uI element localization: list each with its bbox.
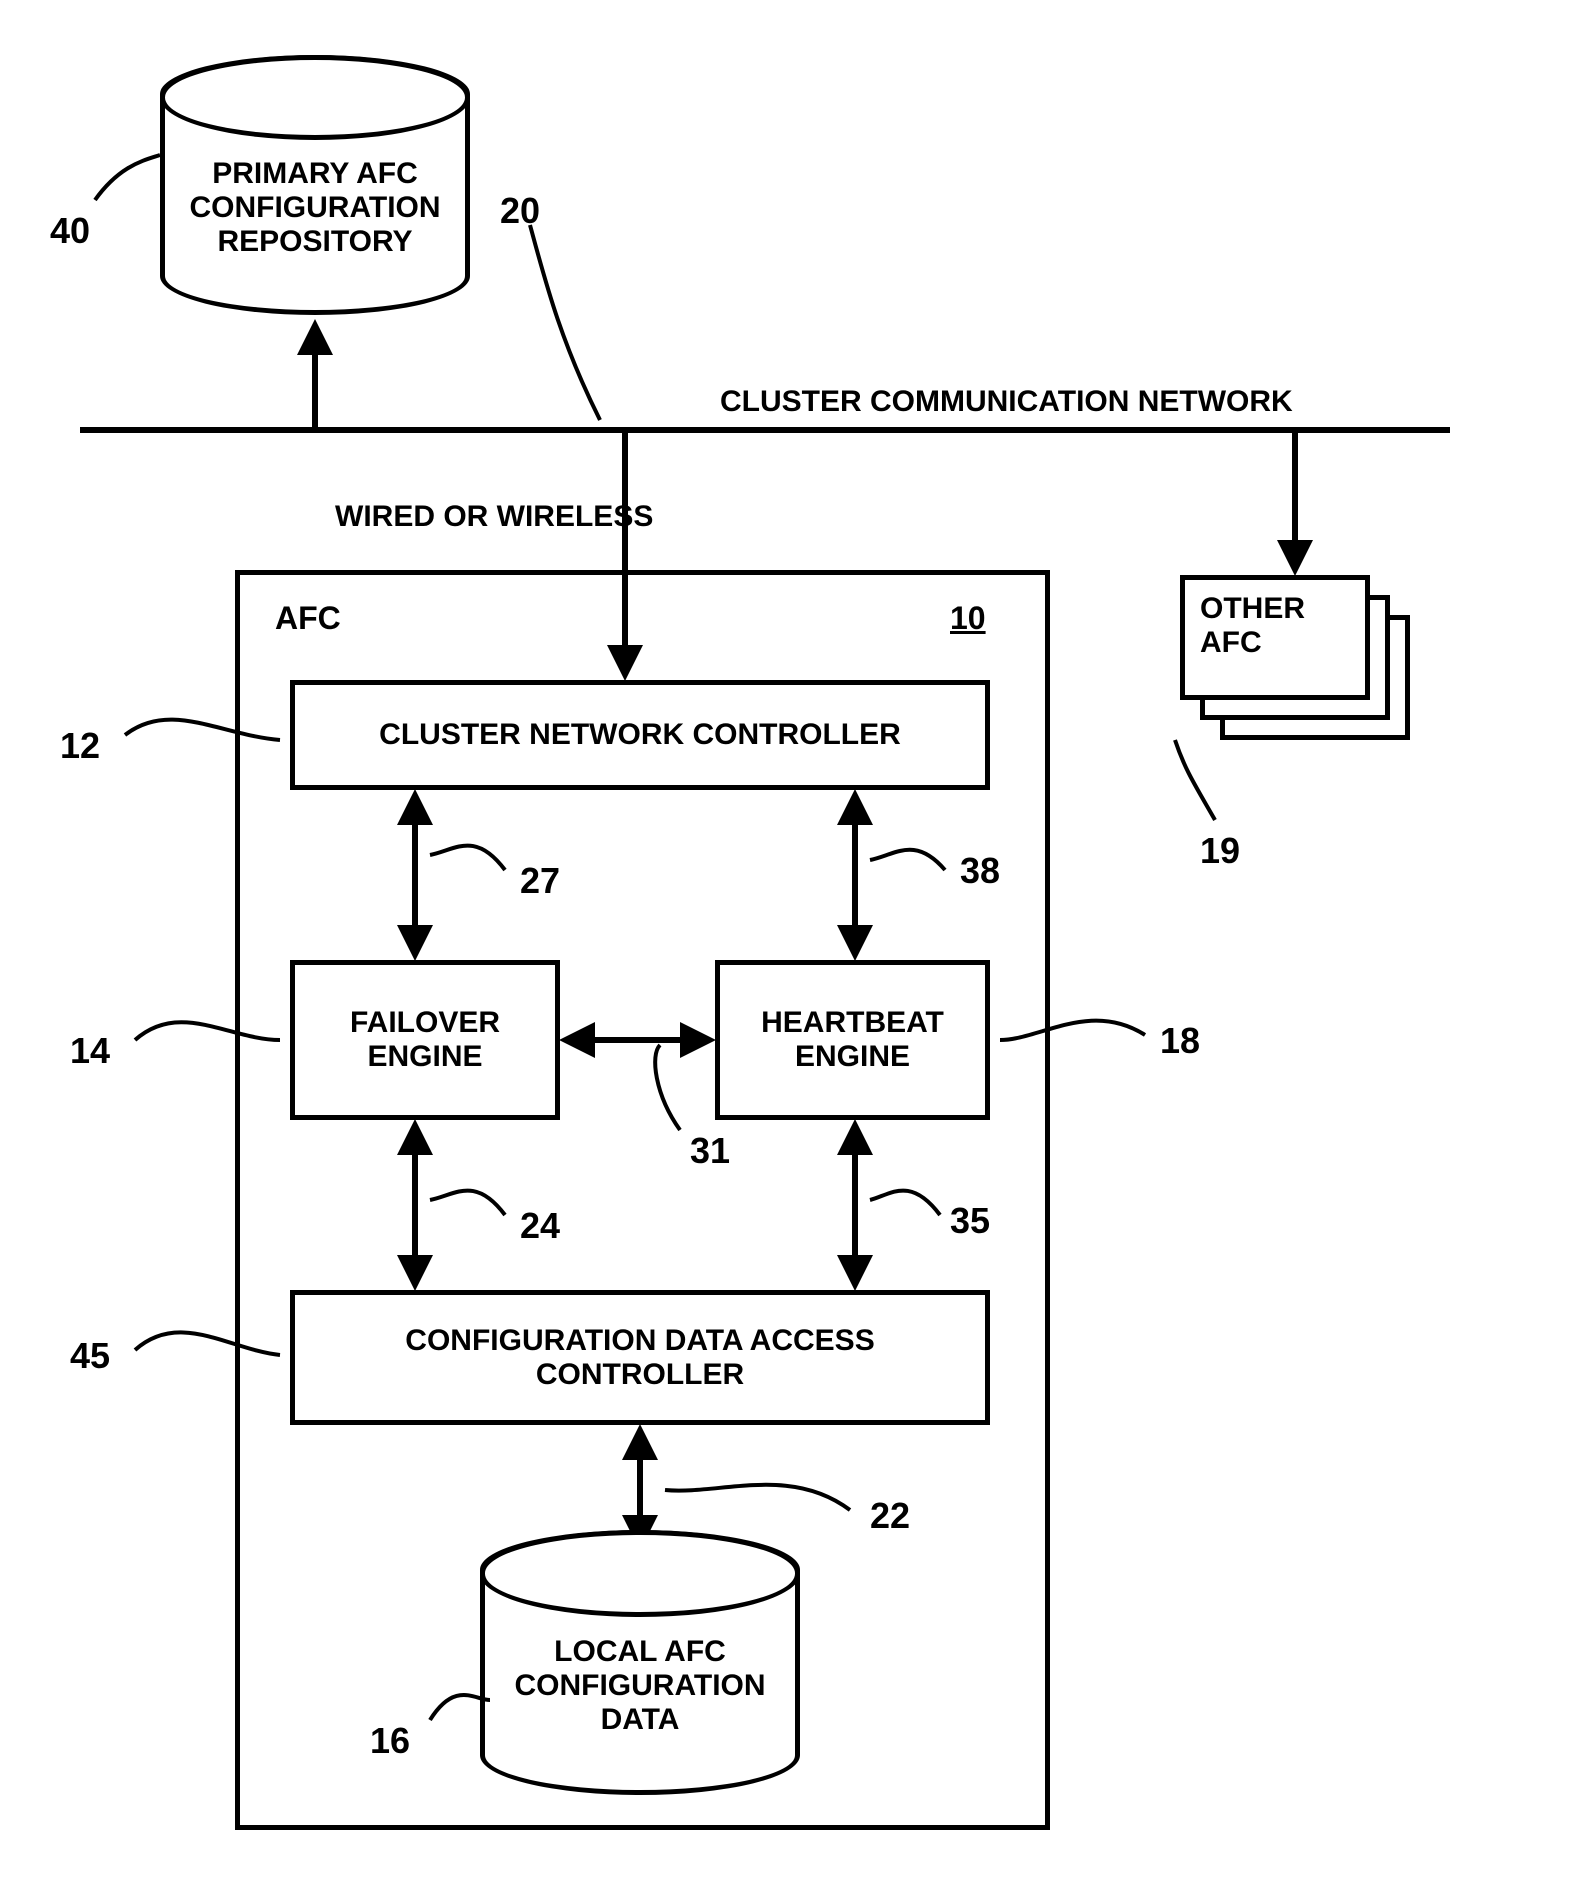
- failover-label: FAILOVERENGINE: [350, 1006, 500, 1074]
- afc-number: 10: [950, 600, 986, 637]
- cluster-network-label: CLUSTER COMMUNICATION NETWORK: [720, 385, 1293, 419]
- ref-20: 20: [500, 190, 540, 232]
- other-afc-label: OTHERAFC: [1200, 592, 1305, 659]
- l19: [1175, 740, 1215, 820]
- ref-27: 27: [520, 860, 560, 902]
- ref-24: 24: [520, 1205, 560, 1247]
- ref-18: 18: [1160, 1020, 1200, 1062]
- ref-38: 38: [960, 850, 1000, 892]
- ref-16: 16: [370, 1720, 410, 1762]
- l20: [530, 225, 600, 420]
- heartbeat-label: HEARTBEATENGINE: [761, 1006, 944, 1074]
- cluster-controller-box: CLUSTER NETWORK CONTROLLER: [290, 680, 990, 790]
- local-data-cylinder: LOCAL AFCCONFIGURATIONDATA: [480, 1530, 800, 1795]
- wired-wireless-label: WIRED OR WIRELESS: [335, 500, 653, 534]
- ref-45: 45: [70, 1335, 110, 1377]
- diagram-canvas: PRIMARY AFCCONFIGURATIONREPOSITORY CLUST…: [0, 0, 1574, 1882]
- ref-31: 31: [690, 1130, 730, 1172]
- failover-box: FAILOVERENGINE: [290, 960, 560, 1120]
- config-controller-box: CONFIGURATION DATA ACCESSCONTROLLER: [290, 1290, 990, 1425]
- heartbeat-box: HEARTBEATENGINE: [715, 960, 990, 1120]
- l40: [95, 155, 160, 200]
- ref-14: 14: [70, 1030, 110, 1072]
- other-afc-stack: OTHERAFC: [1180, 575, 1410, 745]
- afc-label: AFC: [275, 600, 341, 637]
- config-controller-label: CONFIGURATION DATA ACCESSCONTROLLER: [405, 1324, 874, 1392]
- ref-40: 40: [50, 210, 90, 252]
- cluster-controller-label: CLUSTER NETWORK CONTROLLER: [379, 718, 901, 752]
- primary-repo-cylinder: PRIMARY AFCCONFIGURATIONREPOSITORY: [160, 55, 470, 315]
- ref-35: 35: [950, 1200, 990, 1242]
- local-data-label: LOCAL AFCCONFIGURATIONDATA: [514, 1588, 765, 1737]
- primary-repo-label: PRIMARY AFCCONFIGURATIONREPOSITORY: [189, 112, 440, 259]
- ref-22: 22: [870, 1495, 910, 1537]
- ref-12: 12: [60, 725, 100, 767]
- ref-19: 19: [1200, 830, 1240, 872]
